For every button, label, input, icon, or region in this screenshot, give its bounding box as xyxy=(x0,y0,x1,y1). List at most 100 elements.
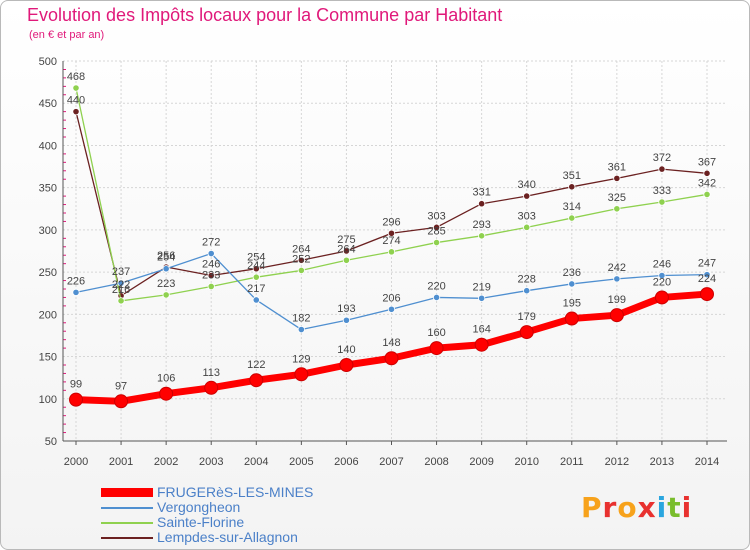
data-label: 226 xyxy=(67,275,85,287)
data-label: 367 xyxy=(698,156,716,168)
y-tick-label: 450 xyxy=(39,98,57,110)
data-point xyxy=(432,238,441,247)
legend-item: Vergongheon xyxy=(101,500,313,515)
data-label: 244 xyxy=(247,260,265,272)
legend-swatch xyxy=(101,521,153,524)
x-tick-label: 2000 xyxy=(64,456,88,468)
data-label: 179 xyxy=(518,311,536,323)
data-point xyxy=(297,325,305,334)
x-tick-label: 2004 xyxy=(244,456,268,468)
y-tick-label: 400 xyxy=(39,140,57,152)
data-point xyxy=(342,316,351,324)
data-point xyxy=(159,386,174,401)
legend-label: Sainte-Florine xyxy=(157,514,245,530)
data-label: 303 xyxy=(518,210,536,222)
data-point xyxy=(703,169,711,177)
data-label: 254 xyxy=(157,252,175,264)
data-label: 122 xyxy=(247,359,265,371)
data-point xyxy=(613,205,621,213)
x-tick-label: 2003 xyxy=(199,456,223,468)
data-label: 333 xyxy=(653,185,671,197)
data-label: 224 xyxy=(698,273,716,285)
data-label: 160 xyxy=(427,327,445,339)
legend: FRUGERèS-LES-MINES Vergongheon Sainte-Flor… xyxy=(101,485,313,545)
legend-label: Vergongheon xyxy=(157,499,241,515)
data-label: 361 xyxy=(608,161,626,173)
data-label: 199 xyxy=(608,294,626,306)
data-point xyxy=(72,288,80,296)
data-label: 254 xyxy=(247,252,265,264)
data-point xyxy=(609,308,624,323)
data-point xyxy=(117,297,125,305)
data-point xyxy=(297,266,305,275)
data-point xyxy=(162,291,170,299)
data-point xyxy=(568,183,576,191)
data-point xyxy=(523,287,531,295)
data-point xyxy=(207,282,215,291)
data-label: 440 xyxy=(67,95,85,107)
legend-item: Lempdes-sur-Allagnon xyxy=(101,530,313,545)
data-point xyxy=(432,293,441,302)
data-label: 264 xyxy=(337,243,355,255)
x-tick-label: 2010 xyxy=(514,456,538,468)
legend-item: Sainte-Florine xyxy=(101,515,313,530)
data-point xyxy=(294,367,309,382)
data-label: 206 xyxy=(382,292,400,304)
x-tick-label: 2008 xyxy=(424,456,448,468)
data-label: 340 xyxy=(518,179,536,191)
data-point xyxy=(568,280,576,288)
data-label: 351 xyxy=(563,170,581,182)
data-point xyxy=(613,275,621,283)
data-label: 223 xyxy=(157,278,175,290)
data-label: 148 xyxy=(382,337,400,349)
data-label: 140 xyxy=(337,344,355,356)
y-tick-label: 300 xyxy=(39,225,57,237)
data-label: 246 xyxy=(202,258,220,270)
data-point xyxy=(658,198,666,206)
data-label: 236 xyxy=(563,267,581,279)
data-label: 303 xyxy=(427,210,445,222)
data-point xyxy=(700,287,714,302)
proxiti-logo: Proxiti xyxy=(581,491,693,524)
chart-title: Evolution des Impôts locaux pour la Comm… xyxy=(27,5,503,25)
data-label: 275 xyxy=(337,234,355,246)
data-point xyxy=(519,325,534,340)
data-label: 113 xyxy=(202,367,220,379)
data-point xyxy=(339,358,354,372)
data-point xyxy=(207,271,215,280)
data-point xyxy=(564,311,579,326)
data-label: 182 xyxy=(292,313,310,325)
x-tick-label: 2014 xyxy=(695,456,719,468)
data-label: 247 xyxy=(698,258,716,270)
data-label: 468 xyxy=(67,71,85,83)
data-label: 222 xyxy=(112,279,130,291)
data-label: 217 xyxy=(247,283,265,295)
data-point xyxy=(654,290,669,305)
data-label: 314 xyxy=(563,201,581,213)
data-point xyxy=(114,394,129,409)
x-tick-label: 2009 xyxy=(469,456,493,468)
data-point xyxy=(432,223,441,231)
data-point xyxy=(703,271,711,279)
data-point xyxy=(342,247,351,255)
legend-swatch xyxy=(101,488,153,497)
data-point xyxy=(252,296,260,304)
y-tick-label: 150 xyxy=(39,352,57,364)
y-tick-label: 250 xyxy=(39,267,57,279)
data-point xyxy=(72,84,80,92)
series-layer xyxy=(69,84,714,409)
data-point xyxy=(342,256,351,264)
data-label: 216 xyxy=(112,284,130,296)
data-label: 97 xyxy=(115,380,127,392)
x-tick-label: 2007 xyxy=(379,456,403,468)
data-point xyxy=(703,190,711,199)
data-label: 246 xyxy=(653,258,671,270)
data-label: 342 xyxy=(698,177,716,189)
data-label: 228 xyxy=(518,274,536,286)
data-label: 233 xyxy=(202,269,220,281)
data-label: 285 xyxy=(427,226,445,238)
data-label: 237 xyxy=(112,266,130,278)
